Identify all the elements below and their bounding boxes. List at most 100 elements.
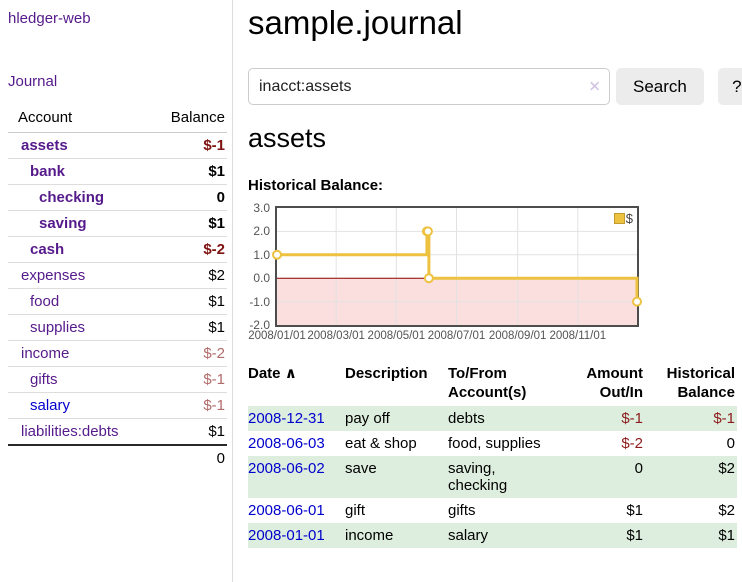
sidebar-account-expenses[interactable]: expenses — [21, 267, 86, 284]
transaction-amount: $1 — [626, 502, 643, 519]
account-balance: $-1 — [145, 132, 227, 159]
transaction-amount: $-1 — [552, 406, 645, 431]
account-row: bank $1 — [8, 158, 227, 185]
account-balance: $1 — [145, 210, 227, 237]
date-header-label: Date — [248, 365, 281, 382]
account-column-header: To/From Account(s) — [448, 365, 527, 401]
sidebar-account-gifts[interactable]: gifts — [30, 371, 58, 388]
transaction-date-link[interactable]: 2008-06-01 — [248, 502, 325, 519]
transaction-description: income — [345, 523, 448, 548]
balance-chart: $ 3.0 2.0 1.0 0.0 -1.0 -2.0 2008/01/01 2008/03/… — [248, 202, 742, 344]
x-axis-tick-label: 2008/11/01 — [549, 330, 607, 342]
sidebar: hledger-web Journal Account Balance asse… — [0, 0, 233, 582]
account-row: gifts $-1 — [8, 366, 227, 393]
account-balance: $1 — [145, 158, 227, 185]
account-balance: $-1 — [145, 366, 227, 393]
sidebar-account-salary[interactable]: salary — [30, 397, 71, 414]
transaction-date-link[interactable]: 2008-06-02 — [248, 460, 325, 477]
search-button[interactable]: Search — [616, 68, 704, 105]
legend-swatch-icon — [613, 213, 625, 224]
account-balance: $-2 — [145, 340, 227, 367]
sidebar-account-income[interactable]: income — [21, 345, 70, 362]
help-button[interactable]: ? — [717, 68, 742, 105]
sidebar-account-food[interactable]: food — [30, 293, 60, 310]
balance-column-header: Historical Balance — [666, 365, 735, 401]
transaction-row: 2008-06-03 eat & shop food, supplies $-2 0 — [248, 431, 737, 456]
sidebar-account-checking[interactable]: checking — [39, 189, 105, 206]
page-title: sample.journal — [248, 4, 463, 41]
account-balance: $1 — [145, 314, 227, 341]
transaction-accounts: food, supplies — [448, 435, 541, 452]
transaction-accounts: saving, checking — [448, 456, 552, 498]
sidebar-account-liabilities-debts[interactable]: liabilities:debts — [21, 423, 119, 440]
register-table: Date ∧ Description To/From Account(s) Am… — [248, 362, 737, 548]
legend-label: $ — [625, 211, 633, 226]
account-row: income $-2 — [8, 340, 227, 367]
account-row: checking 0 — [8, 184, 227, 211]
app-title-link[interactable]: hledger-web — [8, 10, 91, 27]
sidebar-account-cash[interactable]: cash — [30, 241, 65, 258]
transaction-accounts: gifts — [448, 502, 476, 519]
accounts-total-row: 0 — [8, 444, 227, 471]
y-axis-tick-label: 3.0 — [253, 201, 270, 215]
x-axis-tick-label: 2008/03/01 — [307, 330, 365, 342]
accounts-total-value: 0 — [145, 444, 227, 471]
app-title: hledger-web — [8, 10, 227, 27]
account-balance: $1 — [145, 288, 227, 315]
account-row: liabilities:debts $1 — [8, 418, 227, 446]
account-row: saving $1 — [8, 210, 227, 237]
account-row: expenses $2 — [8, 262, 227, 289]
account-row: salary $-1 — [8, 392, 227, 419]
transaction-accounts: salary — [448, 523, 552, 548]
sidebar-account-assets[interactable]: assets — [21, 137, 68, 154]
transaction-amount: $1 — [552, 523, 645, 548]
sidebar-nav: Journal — [8, 73, 227, 90]
accounts-table-header: Account Balance — [8, 106, 227, 133]
sidebar-account-saving[interactable]: saving — [39, 215, 87, 232]
transaction-description: save — [345, 456, 448, 498]
x-axis-tick-label: 2008/01/01 — [248, 330, 306, 342]
transaction-balance: $1 — [645, 523, 737, 548]
clear-search-icon[interactable]: ✕ — [588, 78, 601, 96]
account-row: supplies $1 — [8, 314, 227, 341]
transaction-description: gift — [345, 502, 366, 519]
y-axis-tick-label: 1.0 — [253, 247, 270, 262]
sort-ascending-icon[interactable]: ∧ — [284, 365, 297, 382]
transaction-description: pay off — [345, 406, 448, 431]
account-column-header: Account — [8, 106, 146, 133]
description-column-header: Description — [345, 365, 428, 382]
total-spacer — [8, 444, 146, 471]
chart-point — [632, 296, 642, 307]
y-axis-tick-label: -1.0 — [249, 294, 270, 309]
chart-plot-area: $ — [272, 206, 642, 327]
transaction-row: 2008-01-01 income salary $1 $1 — [248, 523, 737, 548]
amount-column-header: Amount Out/In — [586, 365, 643, 401]
transaction-amount: $-2 — [621, 435, 643, 452]
account-balance: $2 — [145, 262, 227, 289]
sidebar-account-supplies[interactable]: supplies — [30, 319, 86, 336]
transaction-amount: 0 — [552, 456, 645, 498]
transaction-row: 2008-06-01 gift gifts $1 $2 — [248, 498, 737, 523]
chart-point — [422, 226, 433, 237]
sidebar-item-journal[interactable]: Journal — [8, 73, 58, 90]
transaction-row: 2008-12-31 pay off debts $-1 $-1 — [248, 406, 737, 431]
account-row: food $1 — [8, 288, 227, 315]
date-column-header[interactable]: Date ∧ — [248, 362, 345, 406]
transaction-description: eat & shop — [345, 435, 417, 452]
transaction-balance: $2 — [718, 502, 735, 519]
transaction-date-link[interactable]: 2008-01-01 — [248, 527, 325, 544]
chart-legend: $ — [612, 210, 634, 227]
y-axis-tick-label: 0.0 — [253, 271, 270, 286]
chart-title: Historical Balance: — [248, 177, 384, 194]
sidebar-account-bank[interactable]: bank — [30, 163, 66, 180]
transaction-date-link[interactable]: 2008-06-03 — [248, 435, 325, 452]
x-axis-tick-label: 2008/05/01 — [367, 330, 426, 342]
transaction-balance: 0 — [726, 435, 735, 452]
y-axis-tick-label: 2.0 — [253, 224, 270, 239]
account-row: assets $-1 — [8, 132, 227, 159]
transaction-date-link[interactable]: 2008-12-31 — [248, 410, 325, 427]
search-input[interactable] — [248, 68, 610, 105]
account-balance: $-1 — [145, 392, 227, 419]
account-balance: 0 — [145, 184, 227, 211]
